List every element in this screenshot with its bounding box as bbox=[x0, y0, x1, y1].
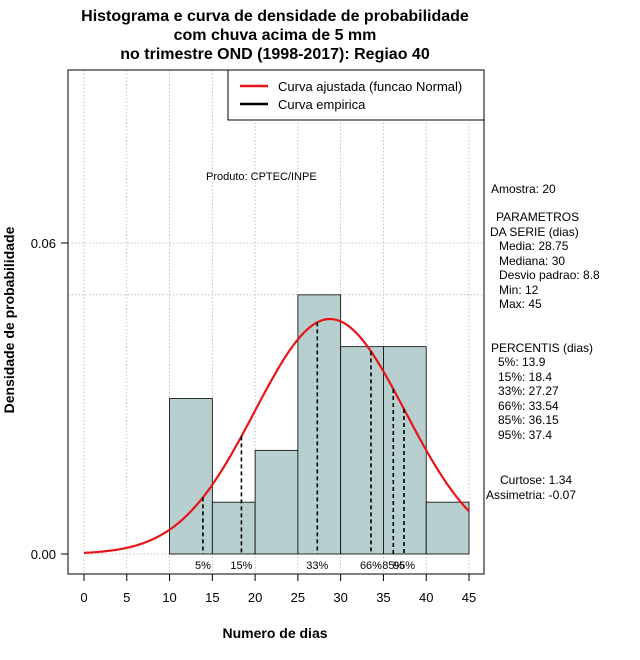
kurtosis-text: Curtose: 1.34 bbox=[500, 473, 572, 487]
histogram-bar-7 bbox=[425, 501, 470, 555]
histogram-bar-1 bbox=[169, 398, 213, 555]
legend-label-empirical-curve: Curva empirica bbox=[278, 97, 366, 112]
x-tick-label-45: 45 bbox=[462, 590, 476, 605]
y-axis-title: Densidade de probabilidade bbox=[1, 226, 17, 413]
legend-box bbox=[227, 69, 485, 121]
x-tick-label-30: 30 bbox=[333, 590, 347, 605]
producer-label: Produto: CPTEC/INPE bbox=[206, 171, 317, 183]
x-axis-title: Numero de dias bbox=[222, 625, 327, 641]
median-text: Mediana: 30 bbox=[499, 254, 565, 268]
statistics-panel: Amostra: 20 PARAMETROS DA SERIE (dias) M… bbox=[486, 182, 600, 502]
histogram-bar-4 bbox=[297, 294, 342, 555]
x-tick-label-35: 35 bbox=[376, 590, 390, 605]
histogram-bar-3 bbox=[254, 449, 299, 555]
x-tick-label-15: 15 bbox=[205, 590, 219, 605]
percentile-85-text: 85%: 36.15 bbox=[498, 413, 559, 427]
chart-title-line-1: Histograma e curva de densidade de proba… bbox=[81, 8, 469, 25]
histogram-bar-6 bbox=[383, 346, 427, 555]
chart-title-line-3: no trimestre OND (1998-2017): Regiao 40 bbox=[120, 46, 430, 63]
std-dev-text: Desvio padrao: 8.8 bbox=[499, 268, 600, 282]
histogram-bar-2 bbox=[211, 501, 256, 555]
legend-label-fitted-curve: Curva ajustada (funcao Normal) bbox=[278, 79, 462, 94]
percentiles-heading: PERCENTIS (dias) bbox=[491, 341, 593, 355]
x-tick-label-25: 25 bbox=[291, 590, 305, 605]
x-tick-label-10: 10 bbox=[162, 590, 176, 605]
sample-size-text: Amostra: 20 bbox=[491, 182, 556, 196]
normal-curve bbox=[83, 317, 470, 554]
percentile-label-33: 33% bbox=[306, 560, 328, 572]
x-tick-label-0: 0 bbox=[80, 590, 87, 605]
percentile-label-85: 85% bbox=[382, 560, 404, 572]
min-text: Min: 12 bbox=[499, 283, 539, 297]
histogram-bar-5 bbox=[340, 346, 384, 555]
y-tick-label-1: 0.06 bbox=[31, 236, 56, 251]
percentile-33-text: 33%: 27.27 bbox=[498, 384, 559, 398]
percentile-66-text: 66%: 33.54 bbox=[498, 399, 559, 413]
percentile-95-text: 95%: 37.4 bbox=[498, 428, 552, 442]
mean-text: Media: 28.75 bbox=[499, 239, 569, 253]
percentile-15-text: 15%: 18.4 bbox=[498, 370, 552, 384]
percentile-markers: 5% 15% 33% 66% 85%95% bbox=[195, 322, 415, 572]
percentile-label-66: 66% bbox=[360, 560, 382, 572]
normal-curve-layer bbox=[83, 317, 470, 554]
y-tick-label-0: 0.00 bbox=[31, 547, 56, 562]
histogram-bars bbox=[169, 294, 470, 555]
percentile-label-15: 15% bbox=[230, 560, 252, 572]
parameters-subheading: DA SERIE (dias) bbox=[490, 225, 579, 239]
skewness-text: Assimetria: -0.07 bbox=[486, 488, 576, 502]
max-text: Max: 45 bbox=[499, 297, 542, 311]
legend: Curva ajustada (funcao Normal) Curva emp… bbox=[227, 69, 485, 121]
percentile-label-5: 5% bbox=[195, 560, 211, 572]
x-tick-label-5: 5 bbox=[123, 590, 130, 605]
chart-title-line-2: com chuva acima de 5 mm bbox=[174, 27, 377, 44]
parameters-heading: PARAMETROS bbox=[496, 210, 579, 224]
x-tick-label-40: 40 bbox=[419, 590, 433, 605]
percentile-label-95: 95% bbox=[393, 560, 415, 572]
x-tick-label-20: 20 bbox=[248, 590, 262, 605]
percentile-5-text: 5%: 13.9 bbox=[498, 355, 546, 369]
